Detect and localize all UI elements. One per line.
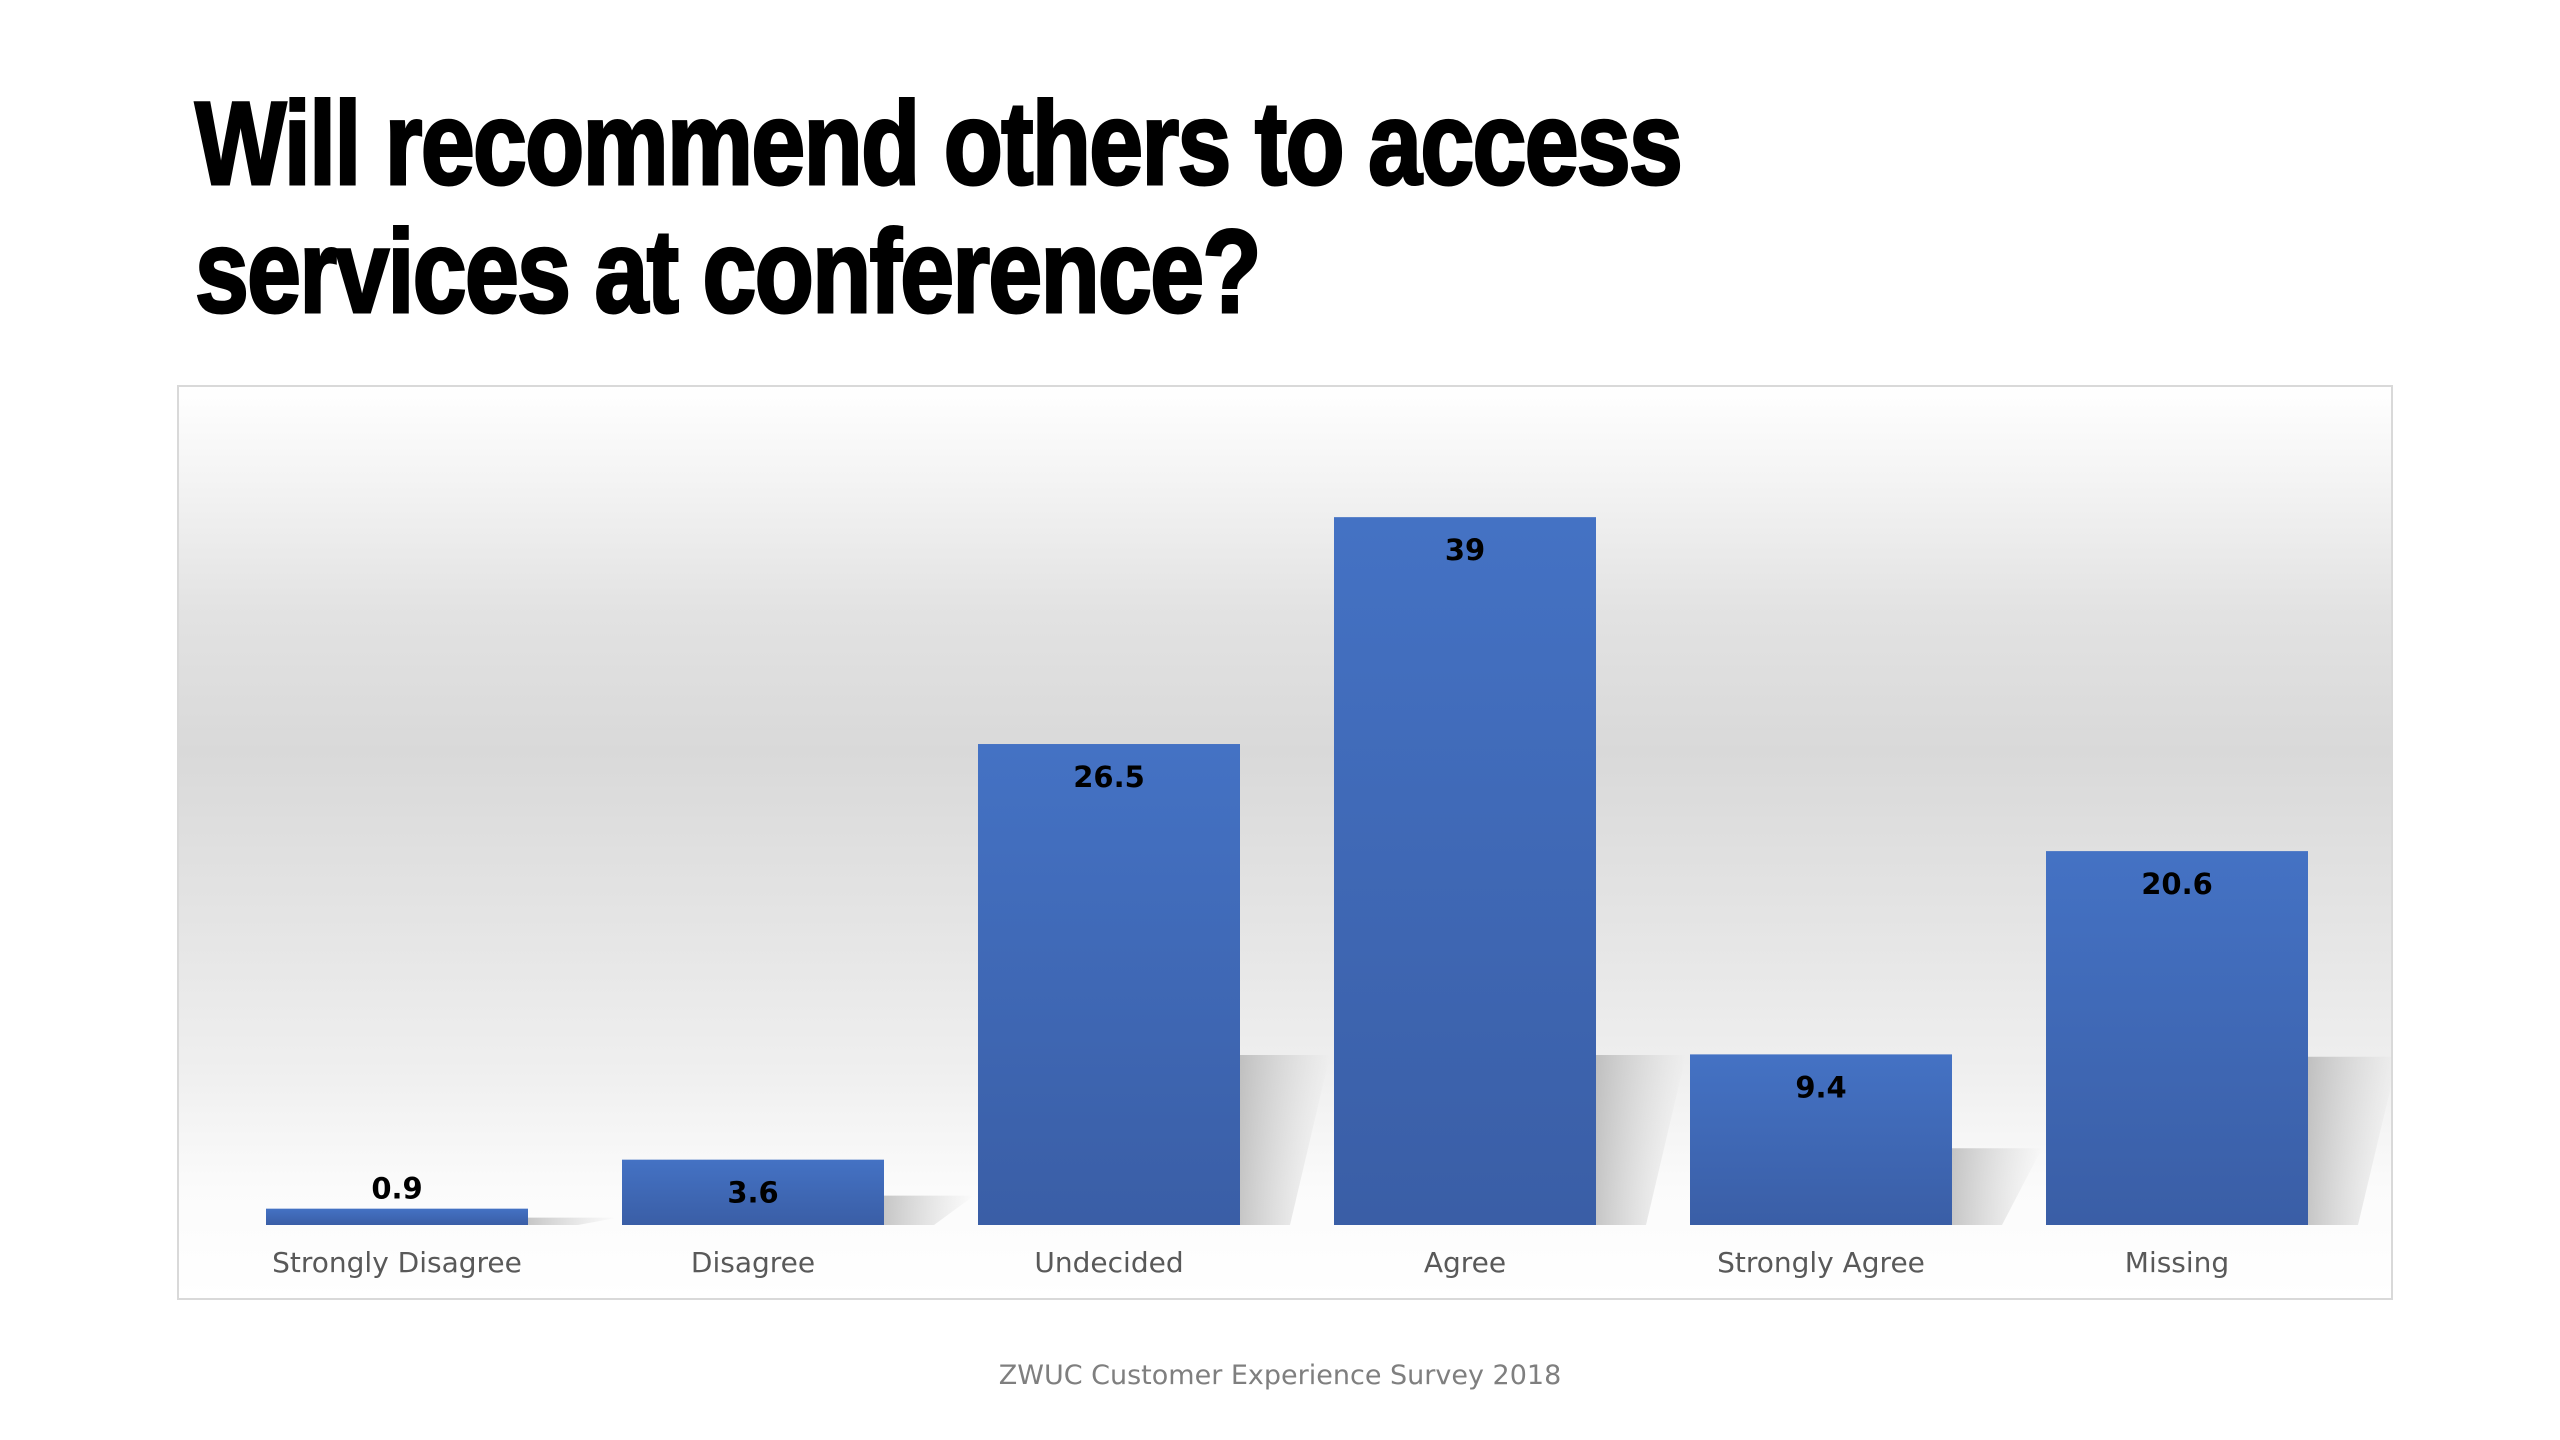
category-label: Undecided (1034, 1246, 1183, 1279)
bar-shadow (1240, 1055, 1330, 1225)
category-label: Disagree (691, 1246, 815, 1279)
data-label: 26.5 (1073, 760, 1145, 794)
bar-shadow (528, 1217, 618, 1225)
bar-shadow (2308, 1056, 2391, 1225)
bar-disagree (622, 1159, 884, 1225)
bar-missing (2046, 851, 2308, 1225)
category-label: Strongly Disagree (272, 1246, 522, 1279)
bar-shadow (1952, 1148, 2042, 1225)
data-label: 0.9 (371, 1172, 422, 1206)
bar-agree (1334, 517, 1596, 1225)
data-label: 9.4 (1795, 1070, 1846, 1104)
category-label: Missing (2125, 1246, 2229, 1279)
data-label: 39 (1445, 533, 1485, 567)
bar-shadows (528, 1055, 2391, 1225)
chart-area: 0.9 3.6 26.5 39 9.4 20.6 Strongly Disagree Dis… (177, 385, 2393, 1300)
slide-title: Will recommend others to access services… (194, 78, 1684, 338)
footer-caption: ZWUC Customer Experience Survey 2018 (998, 1360, 1562, 1391)
category-label: Strongly Agree (1717, 1246, 1925, 1279)
bar-strongly-agree (1690, 1054, 1952, 1225)
bar-shadow (1596, 1055, 1686, 1225)
data-label: 20.6 (2141, 867, 2213, 901)
category-axis-labels: Strongly Disagree Disagree Undecided Agree S… (272, 1246, 2229, 1279)
data-labels: 0.9 3.6 26.5 39 9.4 20.6 (371, 533, 2212, 1210)
bar-chart: 0.9 3.6 26.5 39 9.4 20.6 Strongly Disagree Dis… (266, 517, 2391, 1279)
bar-shadow (884, 1195, 974, 1225)
bar-undecided (978, 744, 1240, 1225)
category-label: Agree (1424, 1246, 1506, 1279)
data-label: 3.6 (727, 1176, 778, 1210)
bar-strongly-disagree (266, 1208, 528, 1225)
bars (266, 517, 2308, 1225)
